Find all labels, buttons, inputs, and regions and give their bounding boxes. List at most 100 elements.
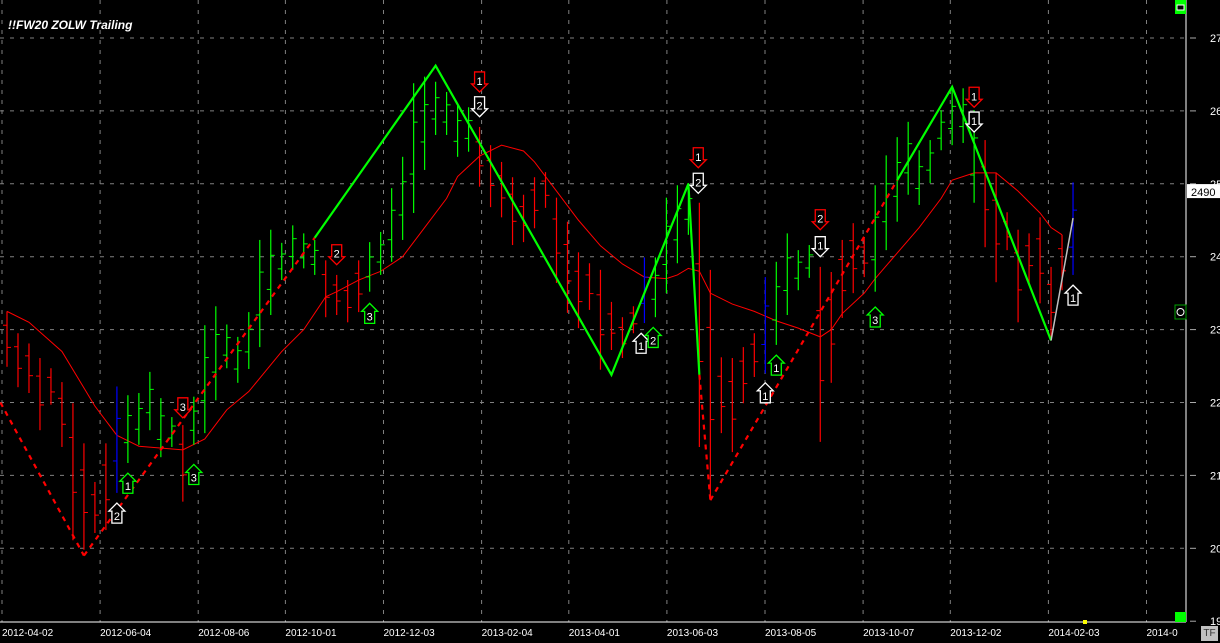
ohlc-bar <box>585 263 594 310</box>
ohlc-bar <box>552 197 561 283</box>
x-tick-label: 2012-04-02 <box>2 628 54 639</box>
signal-label: 3 <box>367 311 373 323</box>
ohlc-bar <box>442 91 451 135</box>
signal-arrow <box>118 472 138 494</box>
signal-arrow <box>327 244 347 266</box>
scroll-top-marker-icon <box>1176 4 1185 11</box>
signal-label: 1 <box>971 91 977 103</box>
signal-label: 3 <box>180 402 186 414</box>
arrow-down-icon: 2 <box>688 172 708 195</box>
ohlc-bar <box>838 239 847 318</box>
ohlc-bar <box>541 172 550 208</box>
ohlc-bar <box>189 396 198 445</box>
ohlc-bar <box>695 202 704 447</box>
signal-arrow <box>688 172 708 195</box>
ohlc-bar <box>222 324 231 369</box>
signal-label: 1 <box>125 481 131 493</box>
signal-arrow <box>470 71 490 93</box>
scroll-thumb <box>1174 304 1187 320</box>
ohlc-bar <box>156 398 165 458</box>
x-tick-label: 2012-12-03 <box>384 628 436 639</box>
ohlc-bar <box>112 386 121 493</box>
arrow-down-icon: 1 <box>964 86 984 109</box>
y-tick-label: 2700 <box>1210 33 1220 45</box>
arrow-down-icon: 2 <box>470 96 490 118</box>
ohlc-bar <box>266 229 275 316</box>
arrow-down-icon: 2 <box>810 209 830 231</box>
signal-label: 2 <box>477 101 483 113</box>
x-tick-label: 2014-0 <box>1147 628 1179 639</box>
timeframe-button[interactable]: TF <box>1201 626 1218 641</box>
arrow-up-icon: 3 <box>865 306 885 328</box>
signal-arrow <box>766 354 786 376</box>
zigzag-segment <box>709 179 899 501</box>
ohlc-bar <box>871 185 880 292</box>
ohlc-bar <box>343 280 352 323</box>
ohlc-bar <box>926 140 935 184</box>
ohlc-bar <box>1047 266 1056 337</box>
ohlc-bar <box>35 358 44 431</box>
x-tick-label: 2012-06-04 <box>100 628 152 639</box>
ohlc-bar <box>904 121 913 195</box>
signal-arrow <box>755 381 775 404</box>
x-tick-label: 2012-08-06 <box>198 628 250 639</box>
moving-average-line <box>6 144 1063 451</box>
ohlc-bar <box>882 155 891 251</box>
signal-arrow <box>643 326 663 349</box>
y-tick-label: 2600 <box>1210 106 1220 118</box>
ohlc-bar <box>607 301 616 351</box>
signal-label: 2 <box>334 249 340 261</box>
x-tick-label: 2013-06-03 <box>667 628 719 639</box>
x-tick-label: 2013-12-02 <box>950 628 1002 639</box>
zigzag-segment <box>1050 217 1074 341</box>
ohlc-bar <box>68 403 77 541</box>
signal-label: 1 <box>773 363 779 375</box>
ohlc-bar <box>860 237 869 278</box>
ohlc-bar <box>211 306 220 401</box>
arrow-up-icon: 1 <box>755 381 775 404</box>
arrow-up-icon: 1 <box>118 472 138 494</box>
ohlc-bar <box>453 105 462 157</box>
signal-arrow <box>810 236 830 258</box>
x-tick-label: 2013-04-01 <box>569 628 621 639</box>
arrow-up-icon: 3 <box>360 302 380 325</box>
signal-arrow <box>810 209 830 231</box>
signal-label: 3 <box>872 315 878 327</box>
ohlc-bar <box>354 260 363 313</box>
ohlc-bar <box>387 188 396 262</box>
y-tick-label: 2100 <box>1210 470 1220 482</box>
grid <box>0 0 1186 622</box>
ohlc-bar <box>288 225 297 270</box>
x-tick-label: 2013-10-07 <box>863 628 915 639</box>
signal-arrow <box>865 306 885 328</box>
signal-label: 3 <box>191 472 197 484</box>
ohlc-bar <box>244 312 253 369</box>
ohlc-bar <box>321 260 330 318</box>
ohlc-bar <box>57 382 66 447</box>
ohlc-bar <box>849 223 858 294</box>
ohlc-bar <box>486 145 495 208</box>
y-tick-label: 2000 <box>1210 543 1220 555</box>
ohlc-bar <box>431 81 440 135</box>
ohlc-bar <box>310 239 319 275</box>
ohlc-bar <box>46 368 55 405</box>
price-bars <box>3 76 1078 550</box>
signal-arrow <box>688 147 708 169</box>
arrow-up-icon: 1 <box>766 354 786 376</box>
arrow-down-icon: 2 <box>327 244 347 266</box>
signal-label: 2 <box>650 335 656 347</box>
ohlc-bar <box>200 325 209 434</box>
ohlc-bar <box>750 333 759 377</box>
arrow-up-icon: 1 <box>1063 284 1083 306</box>
ohlc-bar <box>178 425 187 502</box>
signal-label: 2 <box>695 177 701 189</box>
ohlc-bar <box>827 272 836 383</box>
ohlc-bar <box>761 277 770 374</box>
ohlc-bar <box>772 261 781 345</box>
signal-arrow <box>964 111 984 133</box>
ohlc-bar <box>915 150 924 205</box>
zigzag-segment <box>896 84 1053 341</box>
zigzag-segment <box>698 374 712 501</box>
ohlc-bar <box>662 197 671 294</box>
